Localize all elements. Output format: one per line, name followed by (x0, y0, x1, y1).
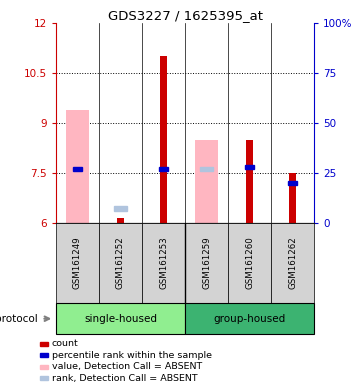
Bar (40, 376, 48, 380)
Bar (40, 353, 48, 357)
FancyBboxPatch shape (185, 223, 228, 303)
Bar (159, 167, 168, 171)
Text: GSM161262: GSM161262 (288, 237, 297, 290)
FancyBboxPatch shape (185, 303, 314, 334)
Bar (160, 56, 168, 223)
Text: group-housed: group-housed (213, 314, 286, 324)
Bar (73, 167, 82, 171)
Text: single-housed: single-housed (84, 314, 157, 324)
Text: GSM161249: GSM161249 (73, 237, 82, 290)
Text: percentile rank within the sample: percentile rank within the sample (52, 351, 212, 360)
FancyBboxPatch shape (142, 223, 185, 303)
Text: GSM161252: GSM161252 (116, 237, 125, 290)
FancyBboxPatch shape (56, 303, 185, 334)
Bar (114, 206, 127, 210)
Text: GSM161253: GSM161253 (159, 237, 168, 290)
Text: count: count (52, 339, 78, 348)
Text: protocol: protocol (0, 314, 38, 324)
Bar (40, 342, 48, 346)
Bar (195, 139, 218, 223)
Bar (288, 180, 297, 185)
Text: rank, Detection Call = ABSENT: rank, Detection Call = ABSENT (52, 374, 197, 383)
Text: GSM161260: GSM161260 (245, 237, 254, 290)
Bar (246, 139, 253, 223)
Title: GDS3227 / 1625395_at: GDS3227 / 1625395_at (108, 9, 262, 22)
FancyBboxPatch shape (228, 223, 271, 303)
Bar (66, 109, 89, 223)
Bar (117, 218, 124, 223)
Text: value, Detection Call = ABSENT: value, Detection Call = ABSENT (52, 362, 202, 371)
Bar (245, 165, 254, 169)
Text: GSM161259: GSM161259 (202, 237, 211, 290)
Bar (289, 173, 296, 223)
Bar (40, 365, 48, 369)
FancyBboxPatch shape (99, 223, 142, 303)
FancyBboxPatch shape (56, 223, 99, 303)
FancyBboxPatch shape (271, 223, 314, 303)
Bar (200, 167, 213, 171)
